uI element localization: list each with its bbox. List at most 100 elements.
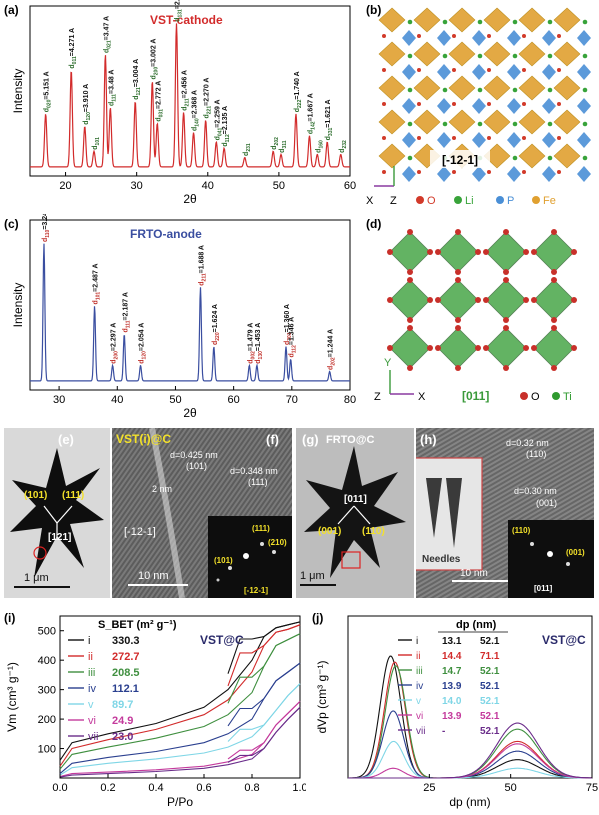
o-atom <box>557 136 561 140</box>
peak-label: d142=1.667 A <box>307 93 316 134</box>
axis-y-label: Y <box>384 357 392 369</box>
po4-tetrahedron <box>542 166 556 182</box>
hrtem-texture <box>416 428 594 598</box>
po4-tetrahedron <box>542 30 556 46</box>
o-atom <box>571 345 577 351</box>
x-tick-label: 80 <box>344 394 356 406</box>
li-atom <box>582 53 588 59</box>
xrd-vst-chart: (a) VST-cathode d020=5.151 A d011=4.271 A d1… <box>4 0 356 206</box>
o-atom <box>557 170 561 174</box>
legend-b-i: 52.1 <box>480 636 500 647</box>
x-axis-label: 2θ <box>183 192 197 206</box>
x-tick-label: 0.2 <box>100 782 115 794</box>
peak-label: d101=2.487 A <box>93 263 102 304</box>
feo6-octahedron <box>483 7 511 33</box>
scale-label: 10 nm <box>138 570 169 582</box>
legend-b-vii: 52.1 <box>480 726 500 737</box>
legend-id-v: v <box>416 696 421 707</box>
legend-id-vii: vii <box>416 726 425 737</box>
star-particle-image <box>10 448 104 578</box>
o-atom <box>417 68 421 72</box>
o-atom <box>435 249 441 255</box>
legend-id-iii: iii <box>88 667 95 679</box>
li-atom <box>547 87 553 93</box>
o-atom <box>523 345 529 351</box>
feo6-octahedron <box>518 41 546 67</box>
peak-label: d120=3.910 A <box>83 84 92 125</box>
feo6-octahedron <box>483 75 511 101</box>
peak-label: d002=1.479 A <box>247 323 256 364</box>
panel-b-structure: (b) [-12-1] X Z O Li P Fe <box>362 0 599 212</box>
legend-label: O <box>427 195 436 207</box>
panel-label-f: (f) <box>266 432 279 447</box>
li-atom <box>442 121 448 127</box>
feo6-octahedron <box>378 143 406 169</box>
x-axis-label: P/Po <box>167 795 193 809</box>
label-001: (001) <box>318 526 342 537</box>
po4-tetrahedron <box>402 64 416 80</box>
desorption-iii <box>227 633 301 704</box>
plot-frame <box>347 615 593 779</box>
o-atom <box>523 297 529 303</box>
o-atom <box>503 277 509 283</box>
feo6-octahedron <box>448 109 476 135</box>
o-atom <box>487 68 491 72</box>
legend-id-iv: iv <box>416 681 423 692</box>
plot-frame <box>59 615 301 779</box>
o-atom <box>531 297 537 303</box>
o-atom <box>475 345 481 351</box>
feo6-octahedron <box>413 109 441 135</box>
li-atom <box>512 53 518 59</box>
li-atom <box>442 87 448 93</box>
axis-z-label: Z <box>390 195 397 207</box>
x-tick-label: 1.0 <box>292 782 306 794</box>
o-atom <box>531 345 537 351</box>
peak-label: d202 <box>271 137 280 150</box>
panel-label-e: (e) <box>58 432 74 447</box>
plot-frame <box>29 5 351 177</box>
po4-tetrahedron <box>402 132 416 148</box>
x-axis-label: dp (nm) <box>449 795 490 809</box>
tio6-octahedron <box>533 279 575 321</box>
o-atom <box>503 229 509 235</box>
o-atom <box>475 297 481 303</box>
o-atom <box>407 325 413 331</box>
x-tick-label: 0.8 <box>244 782 259 794</box>
o-atom <box>522 68 526 72</box>
li-atom <box>582 155 588 161</box>
legend-value-v: 89.7 <box>112 699 133 711</box>
legend-marker <box>496 196 504 204</box>
peak-label: d020=5.151 A <box>44 71 53 112</box>
saed-101: (101) <box>214 556 233 565</box>
feo6-octahedron <box>518 143 546 169</box>
o-atom <box>483 297 489 303</box>
li-atom <box>547 121 553 127</box>
y-tick-label: 100 <box>38 744 56 756</box>
o-atom <box>483 249 489 255</box>
x-tick-label: 30 <box>53 394 65 406</box>
o-atom <box>557 102 561 106</box>
x-tick-label: 0.6 <box>196 782 211 794</box>
legend-id-ii: ii <box>88 651 93 663</box>
pore-curve-vi <box>348 743 592 779</box>
po4-tetrahedron <box>577 64 591 80</box>
feo6-octahedron <box>553 41 581 67</box>
panel-label: (b) <box>366 3 381 17</box>
o-atom <box>551 269 557 275</box>
po4-tetrahedron <box>507 30 521 46</box>
o-atom <box>455 277 461 283</box>
peak-label: d232 <box>339 140 348 153</box>
x-tick-label: 0.4 <box>148 782 163 794</box>
po4-tetrahedron <box>507 64 521 80</box>
pore-curve-vii <box>348 722 592 779</box>
feo6-octahedron <box>413 7 441 33</box>
label-011: [011] <box>344 494 367 505</box>
xrd-curve <box>30 243 350 382</box>
po4-tetrahedron <box>577 30 591 46</box>
o-atom <box>522 102 526 106</box>
tio6-octahedron <box>485 279 527 321</box>
peak-label: d311 <box>279 140 288 153</box>
peak-label: d211=1.688 A <box>198 245 207 286</box>
o-atom <box>452 68 456 72</box>
peak-label: d041=2.259 A <box>214 99 223 140</box>
